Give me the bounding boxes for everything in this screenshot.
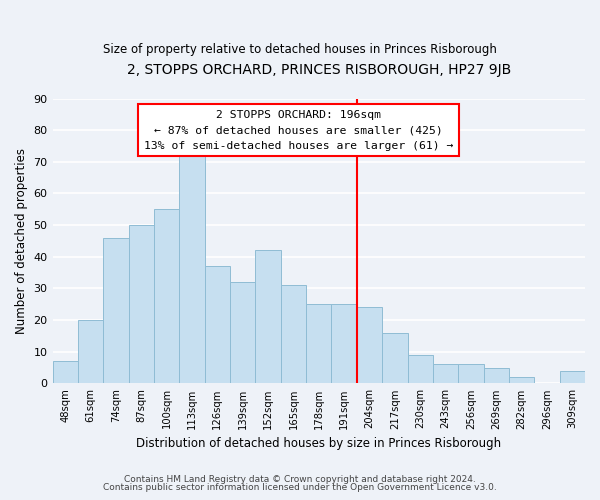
Bar xyxy=(154,210,179,384)
Bar xyxy=(230,282,256,384)
Bar xyxy=(560,371,585,384)
Bar xyxy=(509,377,534,384)
Bar xyxy=(78,320,103,384)
Bar xyxy=(256,250,281,384)
Bar xyxy=(179,152,205,384)
Title: 2, STOPPS ORCHARD, PRINCES RISBOROUGH, HP27 9JB: 2, STOPPS ORCHARD, PRINCES RISBOROUGH, H… xyxy=(127,62,511,76)
Text: Contains HM Land Registry data © Crown copyright and database right 2024.: Contains HM Land Registry data © Crown c… xyxy=(124,475,476,484)
Bar xyxy=(433,364,458,384)
Bar xyxy=(357,308,382,384)
Bar xyxy=(306,304,331,384)
Bar xyxy=(53,362,78,384)
Bar xyxy=(128,225,154,384)
Bar xyxy=(382,333,407,384)
Text: 2 STOPPS ORCHARD: 196sqm
← 87% of detached houses are smaller (425)
13% of semi-: 2 STOPPS ORCHARD: 196sqm ← 87% of detach… xyxy=(144,110,453,151)
Bar xyxy=(281,286,306,384)
Bar xyxy=(458,364,484,384)
Bar xyxy=(103,238,128,384)
Text: Size of property relative to detached houses in Princes Risborough: Size of property relative to detached ho… xyxy=(103,42,497,56)
Bar xyxy=(205,266,230,384)
Bar xyxy=(484,368,509,384)
Bar xyxy=(407,355,433,384)
Text: Contains public sector information licensed under the Open Government Licence v3: Contains public sector information licen… xyxy=(103,484,497,492)
X-axis label: Distribution of detached houses by size in Princes Risborough: Distribution of detached houses by size … xyxy=(136,437,502,450)
Y-axis label: Number of detached properties: Number of detached properties xyxy=(15,148,28,334)
Bar xyxy=(331,304,357,384)
